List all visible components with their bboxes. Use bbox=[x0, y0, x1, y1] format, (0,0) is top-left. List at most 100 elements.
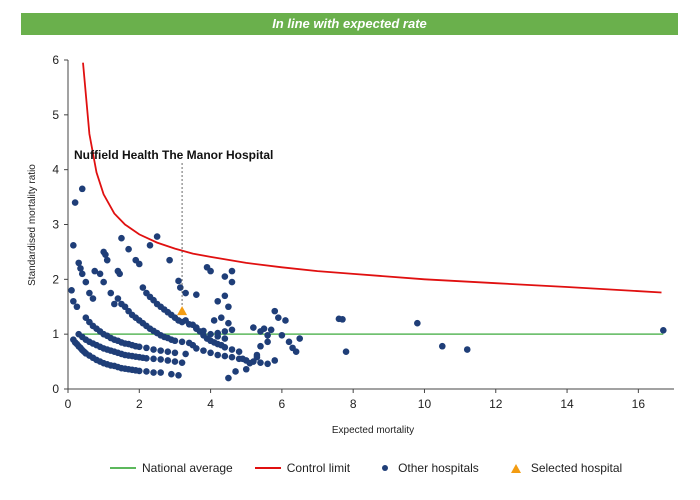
hospital-point bbox=[228, 326, 236, 334]
hospital-point bbox=[157, 356, 164, 363]
hospital-point bbox=[96, 270, 104, 278]
hospital-point bbox=[221, 352, 229, 360]
hospital-point bbox=[73, 303, 81, 311]
y-tick-label: 0 bbox=[52, 382, 59, 396]
y-tick-label: 5 bbox=[52, 108, 59, 122]
hospital-point bbox=[225, 374, 232, 382]
x-axis-title: Expected mortality bbox=[332, 425, 414, 436]
x-tick-label: 4 bbox=[207, 397, 214, 411]
hospital-point bbox=[221, 328, 229, 335]
hospital-point bbox=[107, 289, 115, 297]
hospital-point bbox=[116, 270, 123, 278]
hospital-point bbox=[182, 289, 189, 297]
hospital-point bbox=[82, 278, 90, 286]
hospital-point bbox=[232, 368, 239, 375]
hospital-point bbox=[178, 359, 186, 366]
hospital-point bbox=[111, 300, 118, 308]
hospital-point bbox=[71, 199, 79, 206]
hospital-point bbox=[135, 367, 143, 375]
legend-item-selected-hospital: Selected hospital bbox=[501, 461, 622, 475]
legend-item-control-limit: Control limit bbox=[254, 461, 351, 475]
hospital-point bbox=[271, 357, 279, 364]
hospital-point bbox=[221, 273, 229, 280]
legend-item-other-hospitals: Other hospitals bbox=[372, 461, 479, 475]
y-tick-label: 2 bbox=[52, 272, 59, 286]
y-axis-title: Standardised mortality ratio bbox=[27, 164, 38, 286]
hospital-point bbox=[250, 324, 257, 331]
hospital-point bbox=[102, 251, 109, 258]
hospital-point bbox=[175, 371, 182, 379]
control-limit-curve bbox=[82, 62, 662, 294]
hospital-point bbox=[68, 287, 75, 294]
hospital-point bbox=[100, 278, 107, 286]
hospital-point bbox=[214, 351, 222, 359]
hospital-point bbox=[235, 348, 243, 356]
hospital-point bbox=[70, 242, 77, 249]
x-tick-label: 16 bbox=[632, 397, 646, 411]
hospital-point bbox=[150, 346, 157, 353]
national-average-swatch bbox=[110, 467, 136, 469]
hospital-point bbox=[339, 316, 346, 323]
hospital-point bbox=[178, 338, 186, 346]
hospital-point bbox=[246, 359, 254, 367]
hospital-point bbox=[182, 317, 189, 324]
hospital-point bbox=[118, 234, 125, 242]
legend-label: Selected hospital bbox=[530, 461, 623, 475]
hospital-point bbox=[182, 350, 189, 358]
hospital-point bbox=[121, 303, 129, 311]
x-tick-label: 10 bbox=[418, 397, 432, 411]
hospital-point bbox=[228, 278, 236, 286]
hospital-point bbox=[228, 353, 236, 361]
hospital-point bbox=[210, 317, 218, 324]
hospital-point bbox=[146, 242, 154, 249]
hospital-point bbox=[463, 346, 471, 353]
hospital-point bbox=[103, 256, 111, 264]
hospital-point bbox=[143, 354, 150, 362]
status-banner: In line with expected rate bbox=[21, 13, 678, 35]
hospital-point bbox=[296, 335, 304, 342]
hospital-point bbox=[253, 353, 261, 361]
legend-label: Control limit bbox=[286, 461, 351, 475]
hospital-point bbox=[139, 284, 147, 291]
hospital-point bbox=[176, 284, 184, 291]
hospital-point bbox=[228, 346, 236, 353]
x-tick-label: 2 bbox=[136, 397, 143, 411]
x-tick-label: 12 bbox=[489, 397, 503, 411]
y-tick-label: 3 bbox=[52, 218, 59, 232]
hospital-point bbox=[70, 297, 77, 305]
hospital-point bbox=[257, 359, 264, 366]
hospital-point bbox=[207, 267, 214, 275]
hospital-point bbox=[292, 348, 300, 356]
hospital-point bbox=[150, 369, 157, 376]
x-tick-label: 6 bbox=[279, 397, 286, 411]
hospital-point bbox=[135, 343, 143, 351]
hospital-point bbox=[82, 314, 90, 322]
hospital-point bbox=[114, 295, 122, 302]
legend-item-national-average: National average bbox=[110, 461, 233, 475]
hospital-point bbox=[278, 331, 286, 339]
hospital-point bbox=[86, 289, 93, 297]
hospital-point bbox=[164, 357, 172, 364]
control-limit-swatch bbox=[254, 467, 281, 469]
x-tick-label: 14 bbox=[560, 397, 574, 411]
hospital-point bbox=[438, 342, 446, 350]
hospital-point bbox=[78, 270, 86, 278]
hospital-point bbox=[91, 267, 99, 275]
legend-label: National average bbox=[142, 461, 233, 475]
hospital-point bbox=[285, 338, 293, 346]
hospital-point bbox=[239, 355, 246, 363]
hospital-point bbox=[193, 345, 200, 352]
hospital-point bbox=[260, 325, 268, 332]
hospital-point bbox=[200, 347, 207, 354]
hospital-point bbox=[89, 295, 97, 302]
selected-hospital-label: Nuffield Health The Manor Hospital bbox=[74, 148, 273, 162]
hospital-point bbox=[207, 349, 214, 357]
hospital-point bbox=[157, 369, 164, 376]
other-hospitals-layer bbox=[68, 185, 667, 382]
hospital-point bbox=[143, 368, 150, 375]
y-tick-label: 6 bbox=[52, 53, 59, 67]
hospital-point bbox=[171, 349, 179, 357]
hospital-point bbox=[168, 370, 175, 378]
hospital-point bbox=[264, 360, 271, 368]
